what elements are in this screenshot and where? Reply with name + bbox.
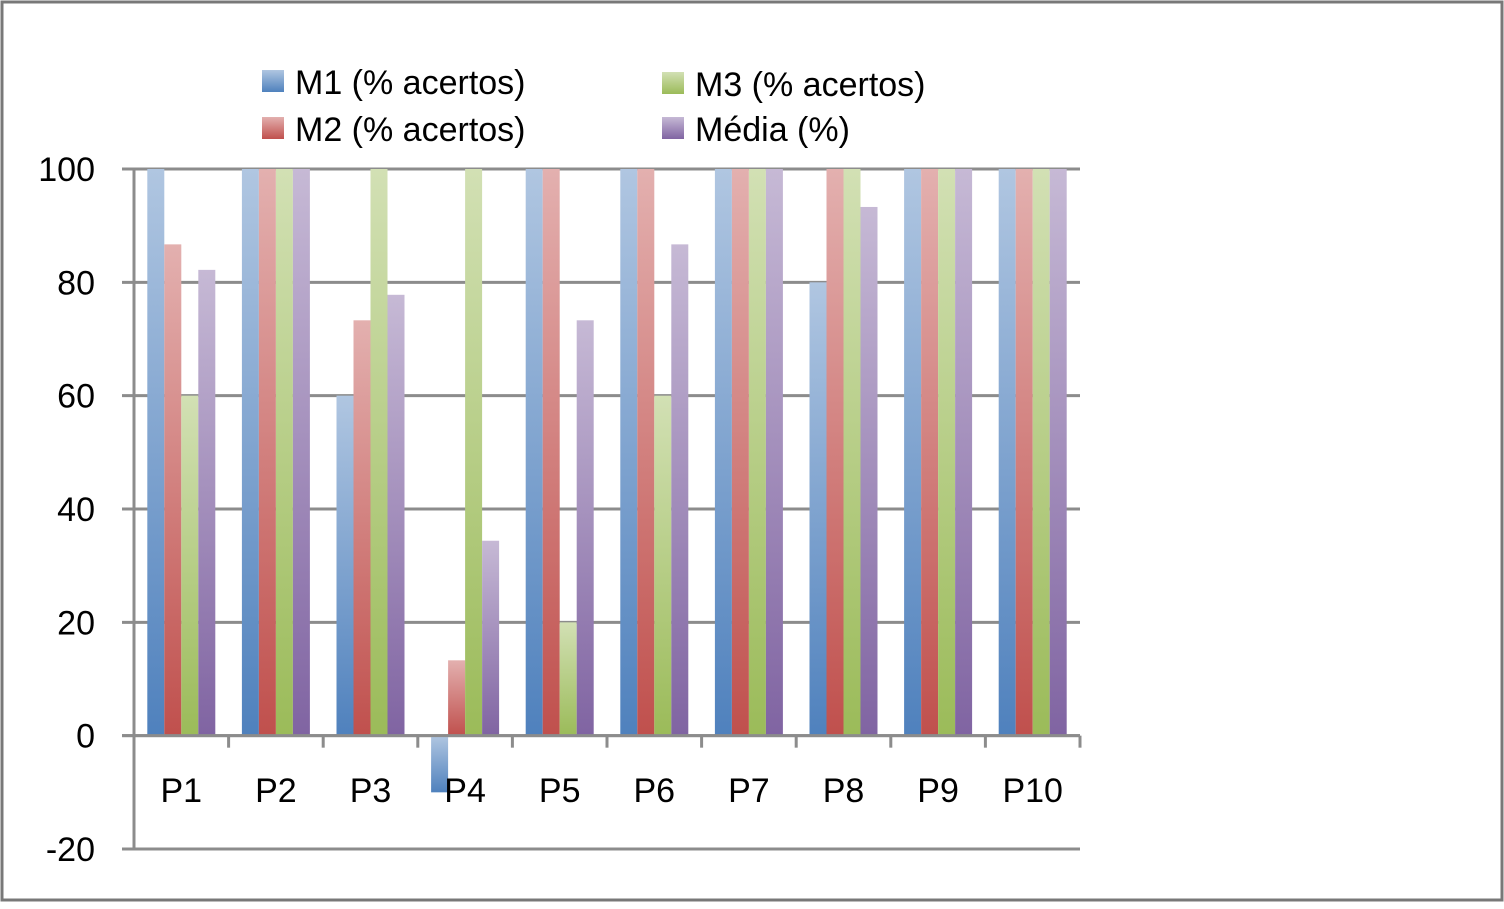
legend: M1 (% acertos) M2 (% acertos) M3 (% acerto… [262,64,926,149]
bar-m1-p6 [620,169,638,736]
bar-m2-p3 [353,320,371,736]
bar-m1-p8 [809,282,827,736]
bar-m3-p10 [1032,169,1050,736]
bar-mdia-p3 [387,294,405,736]
bar-m2-p9 [921,169,939,736]
legend-label: M1 (% acertos) [295,64,526,102]
x-tick-label: P5 [539,772,581,810]
bar-mdia-p1 [198,269,216,736]
bar-mdia-p10 [1049,169,1067,736]
bar-mdia-p5 [576,320,594,736]
bar-m3-p3 [370,169,388,736]
bar-m2-p6 [637,169,655,736]
axes [122,169,1082,849]
y-tick-label: 40 [57,491,95,529]
bar-m2-p2 [258,169,276,736]
bar-m2-p1 [164,244,182,736]
bar-m3-p4 [465,169,483,736]
legend-swatch [262,117,284,139]
bar-m2-p5 [542,169,560,736]
x-tick-label: P9 [917,772,959,810]
bar-m3-p9 [938,169,956,736]
x-tick-label: P4 [444,772,486,810]
bar-m2-p4 [448,660,466,736]
bar-m1-p9 [904,169,922,736]
bar-mdia-p2 [292,169,310,736]
bar-mdia-p8 [860,206,878,736]
y-tick-label: 60 [57,378,95,416]
legend-swatch [262,70,284,92]
bar-m1-p7 [714,169,732,736]
bar-m1-p5 [525,169,543,736]
bar-m1-p10 [998,169,1016,736]
x-tick-label: P3 [350,772,392,810]
bar-m3-p1 [181,395,199,736]
bar-m1-p4 [431,735,449,793]
x-tick-label: P2 [255,772,297,810]
legend-label: M2 (% acertos) [295,111,526,149]
bar-m3-p2 [275,169,293,736]
bar-mdia-p4 [482,540,500,736]
x-tick-label: P1 [161,772,203,810]
legend-swatch [662,117,684,139]
bar-m1-p1 [147,169,165,736]
bar-m2-p7 [731,169,749,736]
bar-m1-p2 [241,169,259,736]
bar-m1-p3 [336,395,354,736]
y-tick-label: -20 [46,831,95,869]
y-tick-label: 100 [38,151,95,189]
y-tick-labels: -20 0 20 40 60 80 100 [38,151,95,869]
legend-label: M3 (% acertos) [695,66,926,104]
bar-mdia-p6 [671,244,689,736]
bar-m3-p7 [748,169,766,736]
bar-m3-p5 [559,622,577,736]
bar-m2-p8 [826,169,844,736]
x-tick-label: P6 [634,772,676,810]
bar-m2-p10 [1015,169,1033,736]
bar-m3-p6 [654,395,672,736]
x-tick-labels: P1 P2 P3 P4 P5 P6 P7 P8 P9 P10 [161,772,1063,810]
bars [147,169,1067,793]
bar-mdia-p9 [955,169,973,736]
y-tick-label: 20 [57,604,95,642]
x-tick-label: P7 [728,772,770,810]
x-tick-label: P8 [823,772,865,810]
bar-m3-p8 [843,169,861,736]
legend-label: Média (%) [695,111,850,149]
legend-swatch [662,72,684,94]
x-tick-label: P10 [1002,772,1063,810]
bar-mdia-p7 [765,169,783,736]
y-tick-label: 80 [57,264,95,302]
y-tick-label: 0 [76,718,95,756]
